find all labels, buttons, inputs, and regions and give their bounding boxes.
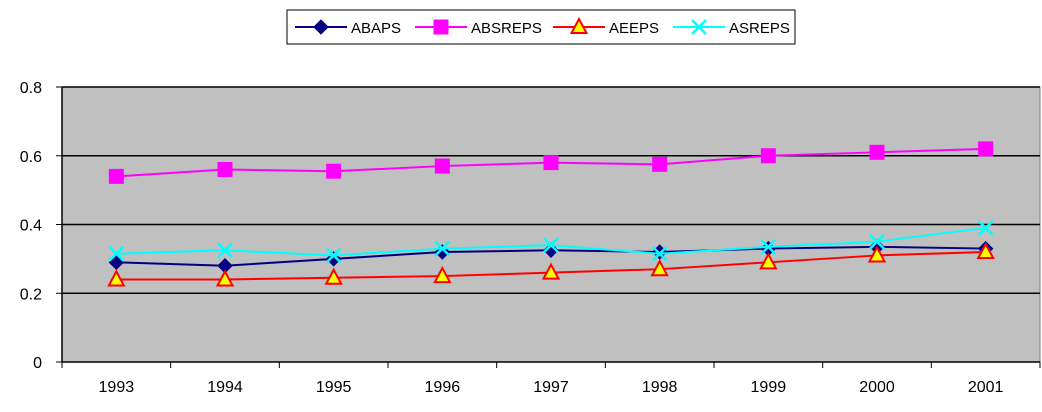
x-tick-label: 1995	[316, 379, 352, 396]
data-point	[867, 245, 887, 263]
data-point	[107, 269, 126, 287]
data-point	[325, 247, 342, 264]
data-point	[313, 19, 329, 35]
series-aeeps	[107, 241, 995, 287]
data-point	[869, 144, 885, 160]
series-asreps	[108, 220, 994, 264]
data-point	[324, 267, 343, 285]
y-tick-label: 0.6	[20, 149, 42, 166]
x-tick-label: 2000	[859, 379, 895, 396]
data-point	[434, 240, 451, 257]
data-point	[108, 168, 124, 184]
data-point	[977, 220, 994, 236]
data-point	[652, 156, 668, 172]
legend-item-abaps: ABAPS	[295, 19, 401, 37]
data-point	[108, 245, 125, 262]
data-point	[433, 265, 452, 284]
series-lines	[107, 141, 995, 287]
data-point	[543, 155, 559, 171]
axes: 0 0.2 0.4 0.6 0.8 1993 1994 1995 1996 1997 1998 199…	[20, 80, 1041, 396]
data-point	[543, 237, 559, 254]
legend-label: AEEPS	[609, 20, 659, 37]
y-tick-label: 0.4	[20, 218, 42, 235]
x-tick-label: 1999	[751, 379, 787, 396]
data-point	[569, 16, 589, 34]
legend-label: ASREPS	[729, 20, 790, 37]
legend-label: ABAPS	[351, 20, 401, 37]
x-tick-label: 1994	[207, 379, 243, 396]
data-point	[760, 238, 777, 255]
data-point	[691, 19, 707, 35]
data-point	[978, 141, 994, 157]
data-point	[651, 245, 668, 262]
legend-item-aeeps: AEEPS	[553, 16, 659, 37]
data-point	[434, 158, 450, 174]
data-point	[869, 233, 885, 250]
legend: ABAPS ABSREPS AEEPS ASREPS	[286, 9, 796, 45]
legend-item-absreps: ABSREPS	[415, 19, 542, 37]
data-point	[217, 242, 233, 259]
data-point	[541, 262, 561, 280]
x-tick-label: 1993	[99, 379, 135, 396]
data-point	[543, 242, 559, 258]
data-point	[976, 241, 995, 259]
x-tick-label: 1997	[533, 379, 569, 396]
data-point	[326, 163, 342, 179]
data-point	[760, 148, 776, 164]
data-point	[217, 162, 233, 177]
series-absreps	[108, 141, 994, 184]
x-tick-label: 2001	[968, 379, 1004, 396]
legend-label: ABSREPS	[471, 20, 542, 37]
data-point	[215, 269, 235, 287]
data-point	[759, 252, 778, 270]
y-tick-label: 0.8	[20, 80, 42, 97]
x-tick-label: 1996	[425, 379, 461, 396]
x-tick-label: 1998	[642, 379, 678, 396]
data-point	[650, 259, 669, 277]
data-point	[433, 19, 449, 35]
legend-item-asreps: ASREPS	[673, 19, 790, 37]
y-tick-label: 0.2	[20, 286, 42, 303]
y-tick-label: 0	[33, 355, 42, 372]
